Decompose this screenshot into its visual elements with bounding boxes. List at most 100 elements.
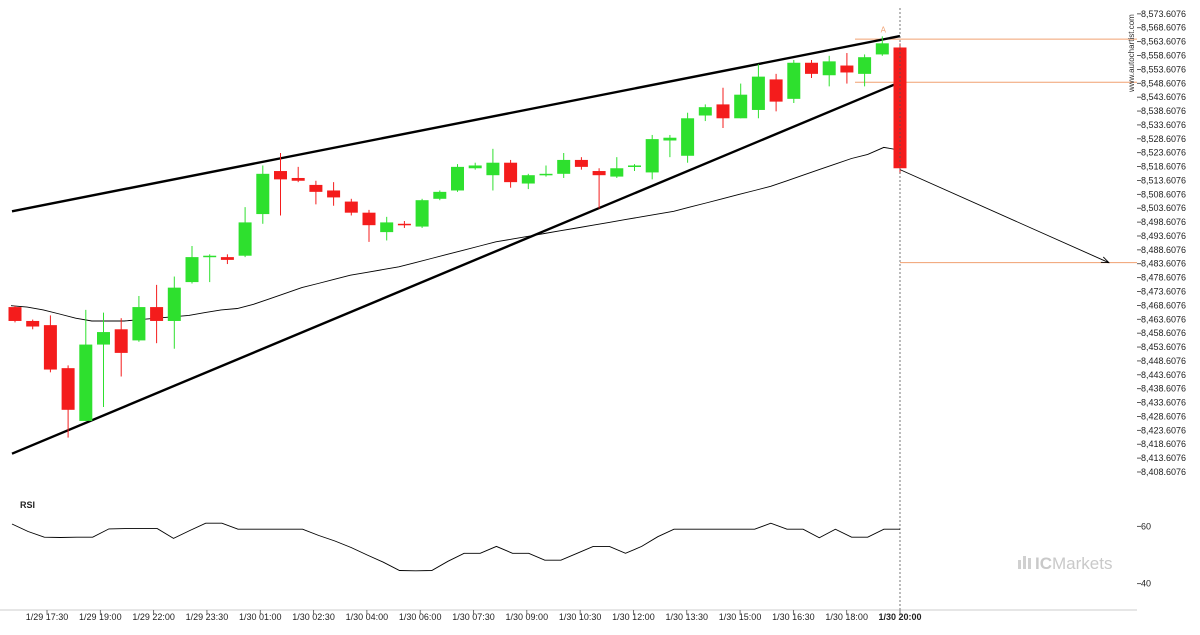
candle: [397, 221, 411, 228]
time-tick-label: 1/30 06:00: [399, 612, 442, 622]
candle-body: [557, 159, 571, 174]
candle: [787, 59, 801, 104]
candle-body: [61, 368, 75, 410]
candle-body: [698, 107, 712, 116]
candle: [291, 166, 305, 183]
candle-body: [681, 118, 695, 156]
icmarkets-logo: ICMarkets: [1018, 554, 1112, 573]
time-tick-label: 1/30 02:30: [292, 612, 335, 622]
candle-body: [97, 332, 110, 345]
time-tick-label: 1/30 10:30: [559, 612, 602, 622]
svg-text:ICMarkets: ICMarkets: [1035, 554, 1112, 573]
candle: [875, 36, 889, 56]
candle-body: [486, 162, 500, 176]
price-tick-label: 8,513.6076: [1141, 175, 1186, 185]
price-tick-label: 8,428.6076: [1141, 411, 1186, 421]
candle-body: [26, 320, 40, 327]
candle-body: [592, 171, 606, 176]
candle: [769, 73, 783, 112]
candle-body: [167, 287, 181, 321]
candle-body: [840, 65, 854, 73]
candle: [663, 134, 677, 158]
candle: [433, 190, 447, 201]
time-tick-label: 1/30 13:30: [665, 612, 708, 622]
price-tick-label: 8,553.6076: [1141, 64, 1186, 74]
candle: [274, 152, 287, 216]
candle: [150, 284, 164, 344]
candle: [203, 254, 217, 283]
candle: [61, 365, 75, 438]
candle-body: [380, 222, 394, 233]
time-tick-label: 1/30 04:00: [346, 612, 389, 622]
candle-body: [645, 139, 659, 173]
candle: [43, 315, 57, 373]
candle-body: [150, 307, 164, 321]
price-tick-label: 8,488.6076: [1141, 245, 1186, 255]
watermark-text: www.autochartist.com: [1127, 14, 1136, 93]
candle: [238, 207, 252, 258]
price-tick-label: 8,538.6076: [1141, 106, 1186, 116]
candle: [451, 164, 464, 192]
candle-body: [309, 184, 323, 192]
price-tick-label: 8,508.6076: [1141, 189, 1186, 199]
time-tick-label: 1/30 18:00: [825, 612, 868, 622]
candle: [256, 165, 270, 224]
price-tick-label: 8,503.6076: [1141, 203, 1186, 213]
price-tick-label: 8,423.6076: [1141, 425, 1186, 435]
rsi-panel: RSI 60 40: [11, 500, 1151, 589]
candle-body: [787, 62, 801, 99]
logo-markets-text: Markets: [1052, 554, 1112, 573]
candle-body: [220, 257, 234, 260]
candle: [610, 157, 624, 178]
logo-bar-2: [1023, 556, 1026, 569]
price-tick-label: 8,518.6076: [1141, 162, 1186, 172]
candle: [415, 198, 429, 228]
rsi-tick-label: 40: [1141, 579, 1151, 589]
candle-body: [805, 62, 818, 74]
candle: [822, 55, 836, 87]
price-tick-label: 8,413.6076: [1141, 453, 1186, 463]
candle-body: [539, 173, 553, 176]
candle: [468, 162, 482, 170]
candle-body: [893, 47, 907, 169]
projection-arrowhead: [1100, 256, 1110, 264]
candle-body: [716, 104, 730, 119]
price-tick-label: 8,573.6076: [1141, 9, 1186, 19]
time-tick-label: 1/30 01:00: [239, 612, 282, 622]
trendline-upper: [11, 34, 901, 213]
candle-body: [238, 222, 252, 256]
logo-ic-text: IC: [1035, 554, 1052, 573]
candle-body: [628, 165, 641, 167]
trendline-lower: [11, 81, 901, 455]
candle: [362, 209, 376, 242]
candle-body: [185, 257, 199, 283]
candle-body: [43, 325, 57, 370]
time-tick-label: 1/29 19:00: [79, 612, 122, 622]
time-tick-label: 1/30 09:00: [506, 612, 549, 622]
candle: [97, 312, 110, 408]
candle: [557, 152, 571, 178]
candle: [574, 157, 588, 170]
price-tick-label: 8,478.6076: [1141, 273, 1186, 283]
candle: [681, 112, 695, 163]
candle: [79, 309, 93, 421]
candle: [114, 318, 128, 377]
candle-body: [521, 175, 535, 184]
candle: [309, 180, 323, 205]
candle-body: [114, 329, 128, 353]
candle-body: [203, 255, 217, 258]
candle-body: [574, 159, 588, 167]
candle: [380, 216, 394, 241]
candle: [751, 64, 765, 119]
candle-body: [751, 76, 765, 110]
price-tick-label: 8,498.6076: [1141, 217, 1186, 227]
price-tick-label: 8,418.6076: [1141, 439, 1186, 449]
time-tick-label: 1/29 17:30: [26, 612, 69, 622]
price-tick-label: 8,563.6076: [1141, 37, 1186, 47]
trendlines: [11, 34, 901, 455]
price-tick-label: 8,448.6076: [1141, 356, 1186, 366]
rsi-tick-label: 60: [1141, 521, 1151, 531]
candle: [539, 165, 553, 177]
candle: [26, 319, 40, 330]
